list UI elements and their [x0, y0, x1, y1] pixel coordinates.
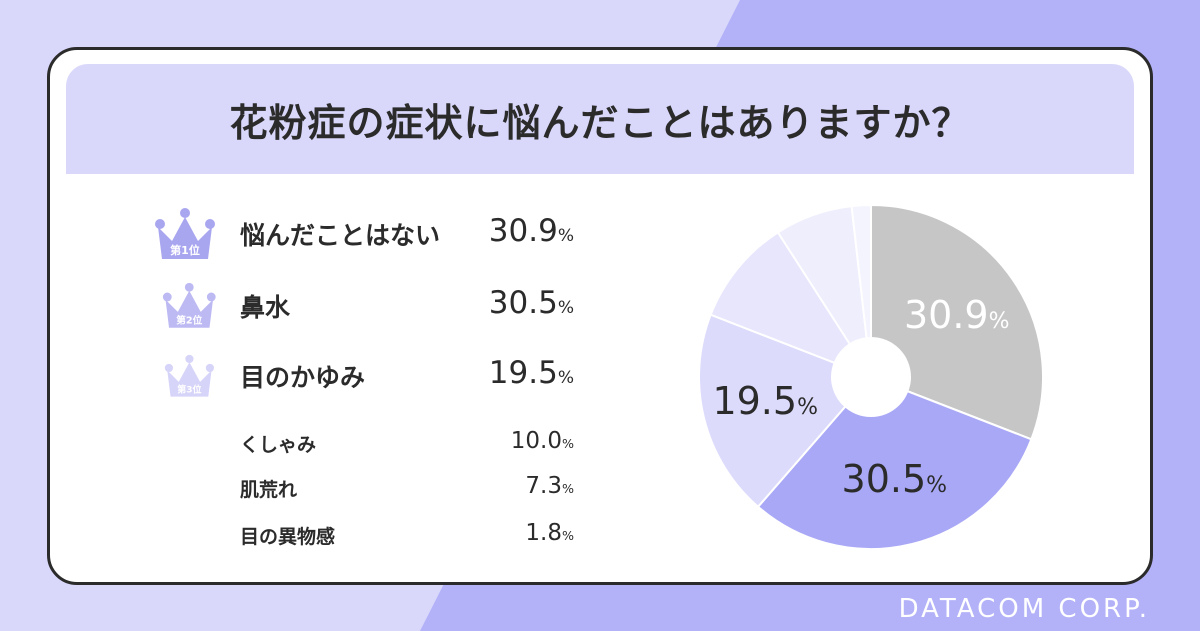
pie-slice-label: 19.5% [712, 379, 818, 423]
ranking-value-number: 30.5 [488, 285, 558, 321]
pie-slice-label-number: 19.5 [712, 378, 798, 423]
ranking-value-unit: % [557, 226, 574, 246]
ranking-value-number: 7.3 [525, 473, 562, 499]
ranking-label: 肌荒れ [240, 479, 298, 501]
ranking-value-number: 10.0 [510, 428, 562, 454]
ranking-label: 悩んだことはない [240, 221, 441, 250]
ranking-label: 目の異物感 [240, 526, 336, 548]
ranking-label: 目のかゆみ [240, 363, 366, 392]
ranking-value-unit: % [557, 298, 574, 318]
pie-slice-label-unit: % [926, 472, 948, 498]
pie-slice-label: 30.9% [904, 293, 1010, 337]
ranking-value: 30.5% [489, 285, 574, 321]
ranking-label: 鼻水 [240, 293, 291, 322]
ranking-value-number: 19.5 [488, 355, 558, 391]
ranking-value-unit: % [557, 368, 574, 388]
pie-slice [698, 313, 873, 509]
title-bar: 花粉症の症状に悩んだことはありますか？ [66, 64, 1134, 174]
pie-chart-svg [698, 203, 1044, 550]
pie-slice [709, 230, 874, 380]
ranking-value-number: 30.9 [488, 213, 558, 249]
company-logo-text: DATACOM CORP. [898, 594, 1150, 624]
ranking-value-unit: % [561, 481, 574, 496]
crown-rank-label: 第2位 [176, 315, 202, 327]
pie-slice-label: 30.5% [842, 457, 948, 501]
crown-icon: 第2位 [162, 283, 216, 329]
ranking-value-unit: % [561, 436, 574, 451]
pie-slice-label-unit: % [988, 308, 1010, 334]
ranking-value: 7.3% [525, 473, 574, 499]
survey-card: 花粉症の症状に悩んだことはありますか？ 第1位 悩んだことはない 30.9% 第2位 鼻… [47, 47, 1153, 585]
ranking-value: 19.5% [489, 355, 574, 391]
pie-slice-label-number: 30.5 [841, 456, 927, 501]
pie-slice [850, 203, 872, 378]
ranking-value: 30.9% [489, 213, 574, 249]
ranking-value-number: 1.8 [525, 520, 562, 546]
crown-rank-label: 第1位 [170, 243, 200, 257]
pie-slice-label-number: 30.9 [904, 292, 989, 337]
pie-center-hole [831, 337, 911, 417]
ranking-label: くしゃみ [240, 434, 317, 456]
crown-rank-label: 第3位 [177, 384, 201, 396]
ranking-value: 1.8% [525, 520, 574, 546]
ranking-value: 10.0% [511, 428, 574, 454]
crown-icon: 第3位 [164, 354, 215, 397]
crown-icon: 第1位 [155, 208, 215, 259]
pie-slice [870, 203, 1044, 441]
pie-slice [756, 375, 1033, 550]
pie-chart: 30.9% 30.5% 19.5% [696, 202, 1046, 552]
pie-slice-label-unit: % [797, 394, 818, 420]
survey-title: 花粉症の症状に悩んだことはありますか？ [229, 100, 971, 145]
ranking-value-unit: % [561, 528, 574, 543]
